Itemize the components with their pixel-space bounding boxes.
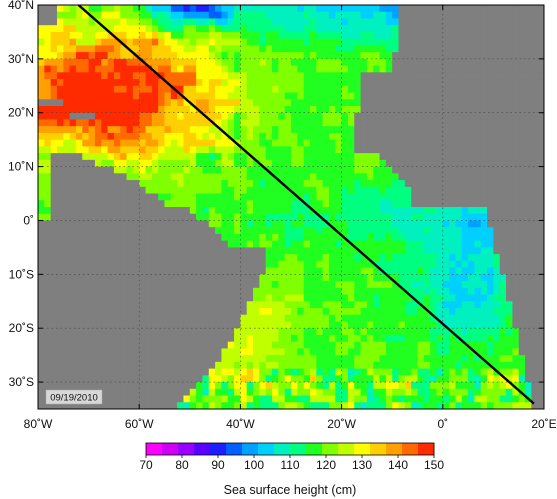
colorbar-tick-label: 80 xyxy=(175,458,189,472)
colorbar-swatch xyxy=(354,443,371,455)
colorbar-swatch xyxy=(210,443,227,455)
map-field xyxy=(38,5,544,409)
latitude-label: 0˚ xyxy=(23,213,34,227)
longitude-label: 20˚E xyxy=(531,417,556,431)
longitude-label: 40˚W xyxy=(226,417,255,431)
colorbar-swatch xyxy=(338,443,355,455)
latitude-label: 30˚N xyxy=(8,52,34,66)
longitude-label: 60˚W xyxy=(125,417,154,431)
colorbar-tick-label: 70 xyxy=(139,458,153,472)
date-label: 09/19/2010 xyxy=(50,393,98,404)
longitude-label: 80˚W xyxy=(24,417,53,431)
colorbar-swatch xyxy=(370,443,387,455)
colorbar-title: Sea surface height (cm) xyxy=(224,483,357,497)
map-frame xyxy=(37,4,545,410)
latitude-label: 40˚N xyxy=(8,0,34,12)
colorbar-swatch xyxy=(418,443,435,455)
latitude-label: 20˚N xyxy=(8,106,34,120)
longitude-label: 0˚ xyxy=(437,417,448,431)
colorbar-swatch xyxy=(386,443,403,455)
colorbar-swatch xyxy=(226,443,243,455)
latitude-label: 30˚S xyxy=(9,375,34,389)
satellite-track-line xyxy=(77,5,535,405)
date-stamp: 09/19/2010 xyxy=(45,389,103,405)
longitude-label: 20˚W xyxy=(327,417,356,431)
colorbar-swatch xyxy=(146,443,163,455)
colorbar-swatch xyxy=(402,443,419,455)
colorbar-swatch xyxy=(178,443,195,455)
colorbar-tick-label: 140 xyxy=(388,458,408,472)
colorbar-swatch xyxy=(322,443,339,455)
colorbar-swatch xyxy=(274,443,291,455)
colorbar-swatch xyxy=(162,443,179,455)
latitude-label: 10˚N xyxy=(8,160,34,174)
colorbar-tick-label: 150 xyxy=(424,458,444,472)
colorbar-swatch xyxy=(290,443,307,455)
colorbar-swatch xyxy=(258,443,275,455)
colorbar-tick-label: 130 xyxy=(352,458,372,472)
colorbar-tick-label: 100 xyxy=(244,458,264,472)
colorbar-tick-label: 120 xyxy=(316,458,336,472)
latitude-label: 20˚S xyxy=(9,321,34,335)
colorbar-tick-label: 90 xyxy=(211,458,225,472)
colorbar-swatch xyxy=(306,443,323,455)
colorbar-swatch xyxy=(242,443,259,455)
colorbar-swatch xyxy=(194,443,211,455)
latitude-label: 10˚S xyxy=(9,267,34,281)
gridlines xyxy=(38,5,544,409)
colorbar: 70 80 90 100 110 120 130 140 150 xyxy=(139,442,444,472)
colorbar-tick-label: 110 xyxy=(280,458,299,472)
